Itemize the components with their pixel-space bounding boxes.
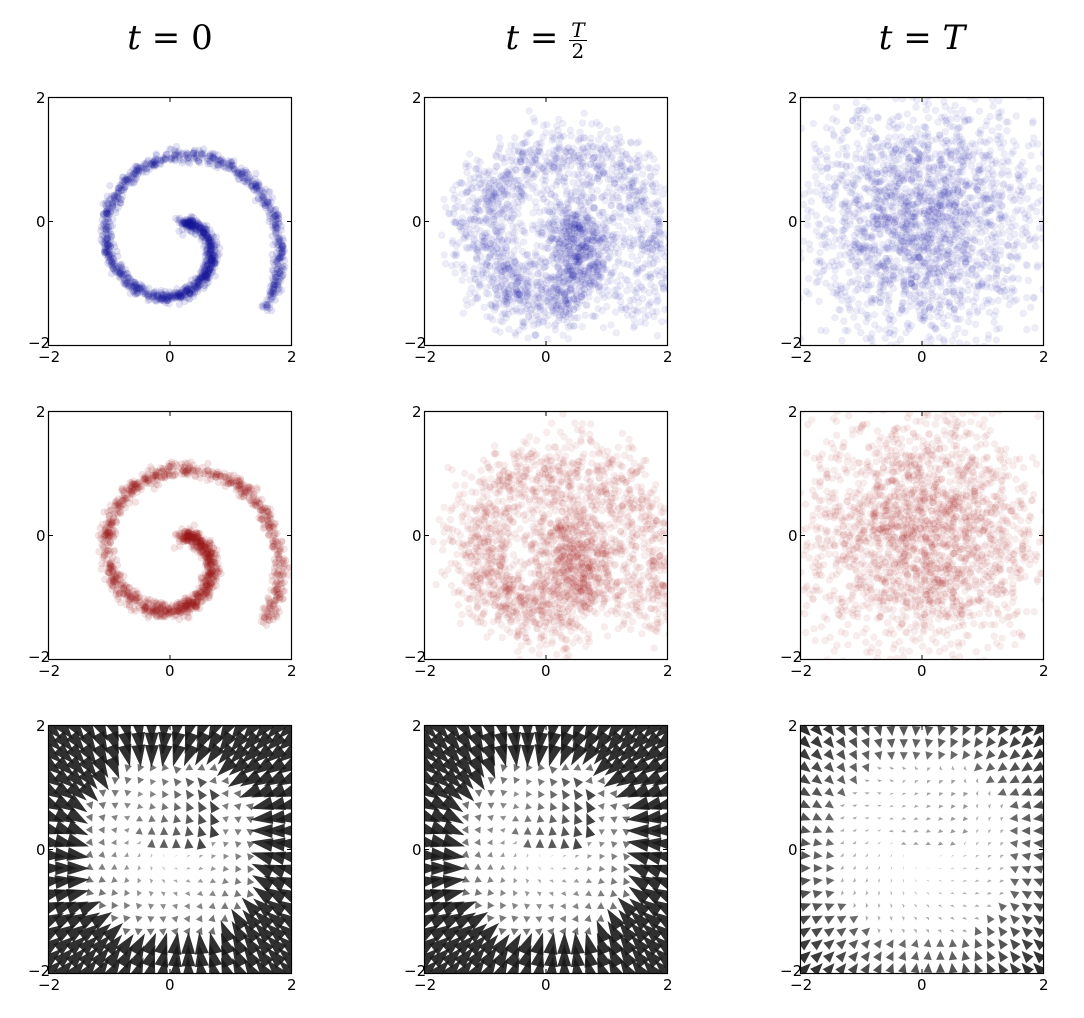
plot-area xyxy=(799,410,1045,661)
xtick-min: −2 xyxy=(790,348,813,366)
ytick-mid: 0 xyxy=(36,526,46,545)
panel-r2-c2: 2 0 −2 −2 0 2 xyxy=(780,717,1049,994)
xtick-max: 2 xyxy=(287,976,297,994)
panel-r2-c0: 2 0 −2 −2 0 2 xyxy=(28,717,297,994)
plot-area xyxy=(799,96,1045,347)
ytick-max: 2 xyxy=(36,89,46,107)
ytick-min: −2 xyxy=(28,334,51,352)
xtick-mid: 0 xyxy=(541,976,551,994)
xtick-max: 2 xyxy=(1039,976,1049,994)
panel-r1-c0: 2 0 −2 −2 0 2 xyxy=(28,403,297,680)
xtick-mid: 0 xyxy=(917,662,927,680)
xtick-min: −2 xyxy=(38,976,61,994)
xtick-min: −2 xyxy=(414,348,437,366)
ytick-min: −2 xyxy=(28,648,51,666)
xtick-mid: 0 xyxy=(165,662,175,680)
panel-r0-c2: 2 0 −2 −2 0 2 xyxy=(780,89,1049,366)
plot-area xyxy=(47,96,293,347)
ytick-max: 2 xyxy=(788,403,798,421)
title-rhs: 0 xyxy=(191,18,213,58)
ytick-mid: 0 xyxy=(788,526,798,545)
xtick-min: −2 xyxy=(38,662,61,680)
xtick-max: 2 xyxy=(663,662,673,680)
plot-area xyxy=(47,724,293,975)
xtick-max: 2 xyxy=(663,348,673,366)
ytick-max: 2 xyxy=(412,403,422,421)
panel-r2-c1: 2 0 −2 −2 0 2 xyxy=(404,717,673,994)
ytick-mid: 0 xyxy=(412,526,422,545)
ytick-mid: 0 xyxy=(788,212,798,231)
ytick-max: 2 xyxy=(788,89,798,107)
xtick-min: −2 xyxy=(790,662,813,680)
xtick-mid: 0 xyxy=(917,976,927,994)
xtick-max: 2 xyxy=(287,662,297,680)
ytick-mid: 0 xyxy=(412,840,422,859)
plot-area xyxy=(423,96,669,347)
xtick-mid: 0 xyxy=(165,976,175,994)
xtick-mid: 0 xyxy=(541,348,551,366)
panel-r1-c2: 2 0 −2 −2 0 2 xyxy=(780,403,1049,680)
xtick-min: −2 xyxy=(790,976,813,994)
panel-r0-c0: 2 0 −2 −2 0 2 xyxy=(28,89,297,366)
panel-r1-c1: 2 0 −2 −2 0 2 xyxy=(404,403,673,680)
ytick-min: −2 xyxy=(404,962,427,980)
ytick-max: 2 xyxy=(36,717,46,735)
title-col-0: t = 0 xyxy=(50,18,290,58)
title-rhs: T xyxy=(942,18,966,58)
title-col-2: t = T xyxy=(802,18,1042,58)
xtick-min: −2 xyxy=(414,662,437,680)
ytick-max: 2 xyxy=(788,717,798,735)
ytick-min: −2 xyxy=(404,334,427,352)
xtick-max: 2 xyxy=(1039,662,1049,680)
ytick-mid: 0 xyxy=(788,840,798,859)
xtick-mid: 0 xyxy=(541,662,551,680)
xtick-max: 2 xyxy=(287,348,297,366)
xtick-mid: 0 xyxy=(917,348,927,366)
title-lhs: t = xyxy=(127,18,192,58)
ytick-mid: 0 xyxy=(36,840,46,859)
plot-area xyxy=(423,410,669,661)
title-lhs: t = xyxy=(505,18,570,58)
xtick-min: −2 xyxy=(38,348,61,366)
ytick-min: −2 xyxy=(28,962,51,980)
plot-area xyxy=(47,410,293,661)
ytick-min: −2 xyxy=(780,334,803,352)
fraction-numerator: T xyxy=(569,17,587,42)
ytick-min: −2 xyxy=(780,648,803,666)
ytick-max: 2 xyxy=(412,717,422,735)
ytick-min: −2 xyxy=(780,962,803,980)
plot-area xyxy=(799,724,1045,975)
panel-r0-c1: 2 0 −2 −2 0 2 xyxy=(404,89,673,366)
ytick-mid: 0 xyxy=(412,212,422,231)
ytick-max: 2 xyxy=(36,403,46,421)
xtick-max: 2 xyxy=(663,976,673,994)
ytick-min: −2 xyxy=(404,648,427,666)
xtick-mid: 0 xyxy=(165,348,175,366)
ytick-max: 2 xyxy=(412,89,422,107)
fraction-denominator: 2 xyxy=(571,38,585,63)
xtick-min: −2 xyxy=(414,976,437,994)
plot-area xyxy=(423,724,669,975)
ytick-mid: 0 xyxy=(36,212,46,231)
xtick-max: 2 xyxy=(1039,348,1049,366)
title-lhs: t = xyxy=(878,18,943,58)
